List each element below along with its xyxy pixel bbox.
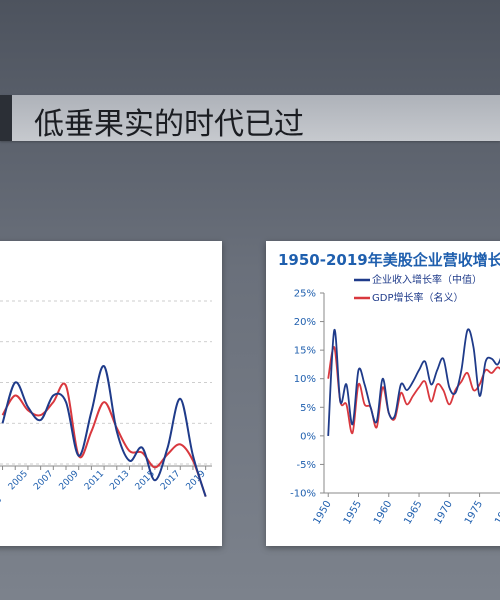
- series-line-gdp: [1, 382, 207, 497]
- y-tick-label: -10%: [290, 489, 316, 500]
- x-tick-label: 1975: [463, 499, 485, 527]
- x-tick-label-clipped: 3: [0, 495, 4, 506]
- y-tick-label: 25%: [294, 289, 316, 300]
- x-tick-label: 1965: [402, 499, 424, 527]
- y-tick-label: -5%: [297, 460, 316, 471]
- legend-label: 企业收入增长率（中值）: [372, 273, 482, 286]
- x-tick-label: 2013: [108, 469, 131, 492]
- x-tick-label: 1955: [342, 499, 364, 527]
- title-accent-bar: [0, 95, 12, 141]
- series-line-gdp: [327, 346, 500, 434]
- slide-title: 低垂果实的时代已过: [34, 107, 304, 142]
- y-tick-label: 10%: [294, 374, 316, 385]
- right-chart-panel: 1950-2019年美股企业营收增长企业收入增长率（中值） GDP增长率（名义） -…: [266, 241, 500, 546]
- y-tick-label: 5%: [300, 403, 316, 414]
- x-tick-label: 2005: [7, 469, 30, 492]
- x-tick-label: 2011: [83, 469, 106, 492]
- series-line-revenue: [1, 365, 207, 497]
- x-tick-label: 2019: [185, 469, 208, 492]
- x-tick-label: 2007: [32, 469, 55, 492]
- left-chart-panel: 2005 2007 2009 2011 2013 2015 2017 2019 3: [0, 241, 222, 546]
- y-tick-label: 15%: [294, 346, 316, 357]
- x-tick-label: 1960: [372, 499, 394, 527]
- title-band: 低垂果实的时代已过: [0, 95, 500, 142]
- x-tick-label: 2009: [58, 469, 81, 492]
- x-tick-label: 1980: [493, 499, 500, 527]
- x-tick-label: 1950: [312, 499, 334, 527]
- legend-label: GDP增长率（名义）: [372, 291, 463, 304]
- x-tick-label: 2017: [159, 469, 182, 492]
- y-tick-label: 20%: [294, 317, 316, 328]
- x-tick-label: 1970: [433, 499, 455, 527]
- y-tick-label: 0%: [300, 431, 316, 442]
- series-line-revenue: [327, 328, 500, 436]
- chart-title: 1950-2019年美股企业营收增长: [278, 251, 500, 269]
